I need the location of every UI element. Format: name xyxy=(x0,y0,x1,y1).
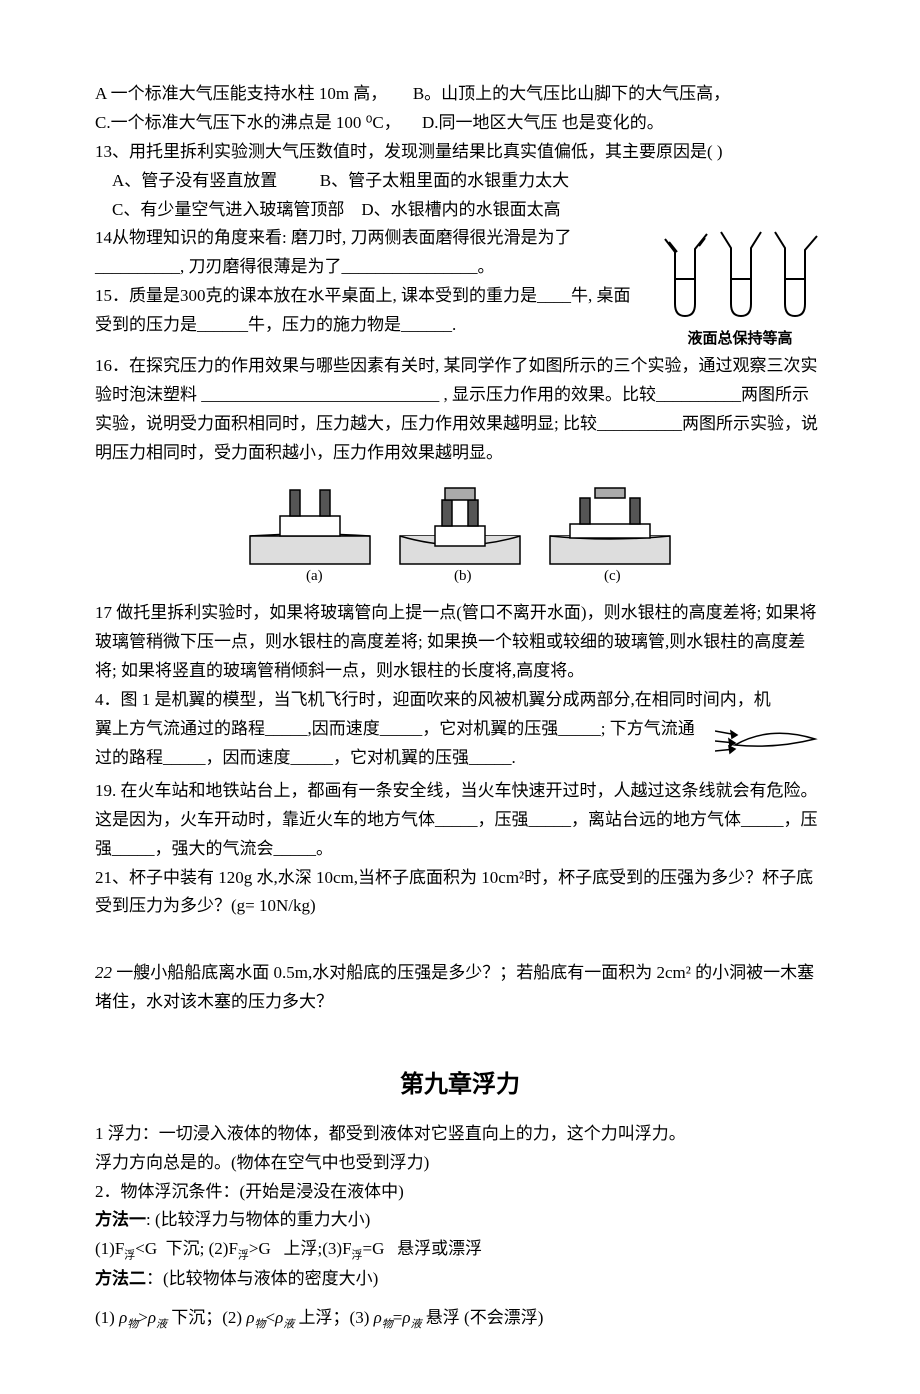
chap-line1b: 浮力方向总是的。(物体在空气中也受到浮力) xyxy=(95,1149,825,1178)
rho-ye-3: ρ液 xyxy=(402,1308,421,1327)
rho-wu-1: ρ物 xyxy=(119,1308,138,1327)
foam-experiment-icon: (a) (b) (c) xyxy=(240,476,680,586)
q17: 17 做托里拆利实验时，如果将玻璃管向上提一点(管口不离开水面)，则水银柱的高度… xyxy=(95,599,825,686)
method1: 方法一: (比较浮力与物体的重力大小) xyxy=(95,1206,825,1235)
u-tubes-caption: 液面总保持等高 xyxy=(655,326,825,352)
rho-ye-2: ρ液 xyxy=(275,1308,294,1327)
method2-rest: ：(比较物体与液体的密度大小) xyxy=(146,1269,378,1288)
q13-stem: 13、用托里拆利实验测大气压数值时，发现测量结果比真实值偏低，其主要原因是( ) xyxy=(95,138,825,167)
q19: 19. 在火车站和地铁站台上，都画有一条安全线，当火车快速开过时，人越过这条线就… xyxy=(95,777,825,864)
wing-icon xyxy=(715,717,825,767)
q22: 22 一艘小船船底离水面 0.5m,水对船底的压强是多少？；若船底有一面积为 2… xyxy=(95,959,825,1017)
method2: 方法二：(比较物体与液体的密度大小) xyxy=(95,1265,825,1294)
q12-opt-c: C.一个标准大气压下水的沸点是 100 ⁰C， xyxy=(95,113,401,132)
q13-row2: C、有少量空气进入玻璃管顶部 D、水银槽内的水银面太高 xyxy=(95,196,825,225)
m2-1a: (1) xyxy=(95,1308,115,1327)
method1-rest: : (比较浮力与物体的重力大小) xyxy=(146,1210,370,1229)
q12-line1: A 一个标准大气压能支持水柱 10m 高， B。山顶上的大气压比山脚下的大气压高… xyxy=(95,80,825,109)
q13-opt-c: C、有少量空气进入玻璃管顶部 xyxy=(112,200,344,219)
method2-label: 方法二 xyxy=(95,1269,146,1288)
chapter-title: 第九章浮力 xyxy=(95,1065,825,1106)
chap-line1: 1 浮力：一切浸入液体的物体，都受到液体对它竖直向上的力，这个力叫浮力。 xyxy=(95,1120,825,1149)
chap-line2: 2．物体浮沉条件：(开始是浸没在液体中) xyxy=(95,1178,825,1207)
u-tubes-figure: 液面总保持等高 xyxy=(655,224,825,352)
m2-1d: 悬浮 (不会漂浮) xyxy=(426,1308,544,1327)
m2-1b: 下沉；(2) xyxy=(171,1308,242,1327)
q4-line1: 4．图 1 是机翼的模型，当飞机飞行时，迎面吹来的风被机翼分成两部分,在相同时间… xyxy=(95,686,825,715)
rho-ye-1: ρ液 xyxy=(148,1308,167,1327)
q12-opt-d: D.同一地区大气压 也是变化的。 xyxy=(422,113,664,132)
q12-line2: C.一个标准大气压下水的沸点是 100 ⁰C， D.同一地区大气压 也是变化的。 xyxy=(95,109,825,138)
svg-text:(b): (b) xyxy=(454,568,472,584)
q21: 21、杯子中装有 120g 水,水深 10cm,当杯子底面积为 10cm²时，杯… xyxy=(95,864,825,922)
q13-row1: A、管子没有竖直放置 B、管子太粗里面的水银重力太大 xyxy=(95,167,825,196)
q16: 16．在探究压力的作用效果与哪些因素有关时, 某同学作了如图所示的三个实验，通过… xyxy=(95,352,825,468)
u-tubes-icon xyxy=(655,224,825,324)
q12-opt-a: A 一个标准大气压能支持水柱 10m 高， xyxy=(95,84,387,103)
q13-opt-a: A、管子没有竖直放置 xyxy=(112,171,277,190)
svg-text:(a): (a) xyxy=(306,568,323,584)
m2-1c: 上浮；(3) xyxy=(299,1308,374,1327)
svg-text:(c): (c) xyxy=(604,568,621,584)
foam-experiment-figure: (a) (b) (c) xyxy=(95,476,825,596)
method1-label: 方法一 xyxy=(95,1210,146,1229)
q13-opt-b: B、管子太粗里面的水银重力太大 xyxy=(320,171,569,190)
q12-opt-b: B。山顶上的大气压比山脚下的大气压高， xyxy=(413,84,730,103)
q22-text: 一艘小船船底离水面 0.5m,水对船底的压强是多少？；若船底有一面积为 2cm²… xyxy=(95,963,814,1011)
q22-number: 22 xyxy=(95,963,112,982)
q13-opt-d: D、水银槽内的水银面太高 xyxy=(361,200,560,219)
rho-wu-2: ρ物 xyxy=(246,1308,265,1327)
method2-line: (1) ρ物>ρ液 下沉；(2) ρ物<ρ液 上浮；(3) ρ物=ρ液 悬浮 (… xyxy=(95,1304,825,1334)
wing-figure xyxy=(715,717,825,777)
rho-wu-3: ρ物 xyxy=(374,1308,393,1327)
method1-line: (1)F浮<G 下沉; (2)F浮>G 上浮;(3)F浮=G 悬浮或漂浮 xyxy=(95,1235,825,1265)
